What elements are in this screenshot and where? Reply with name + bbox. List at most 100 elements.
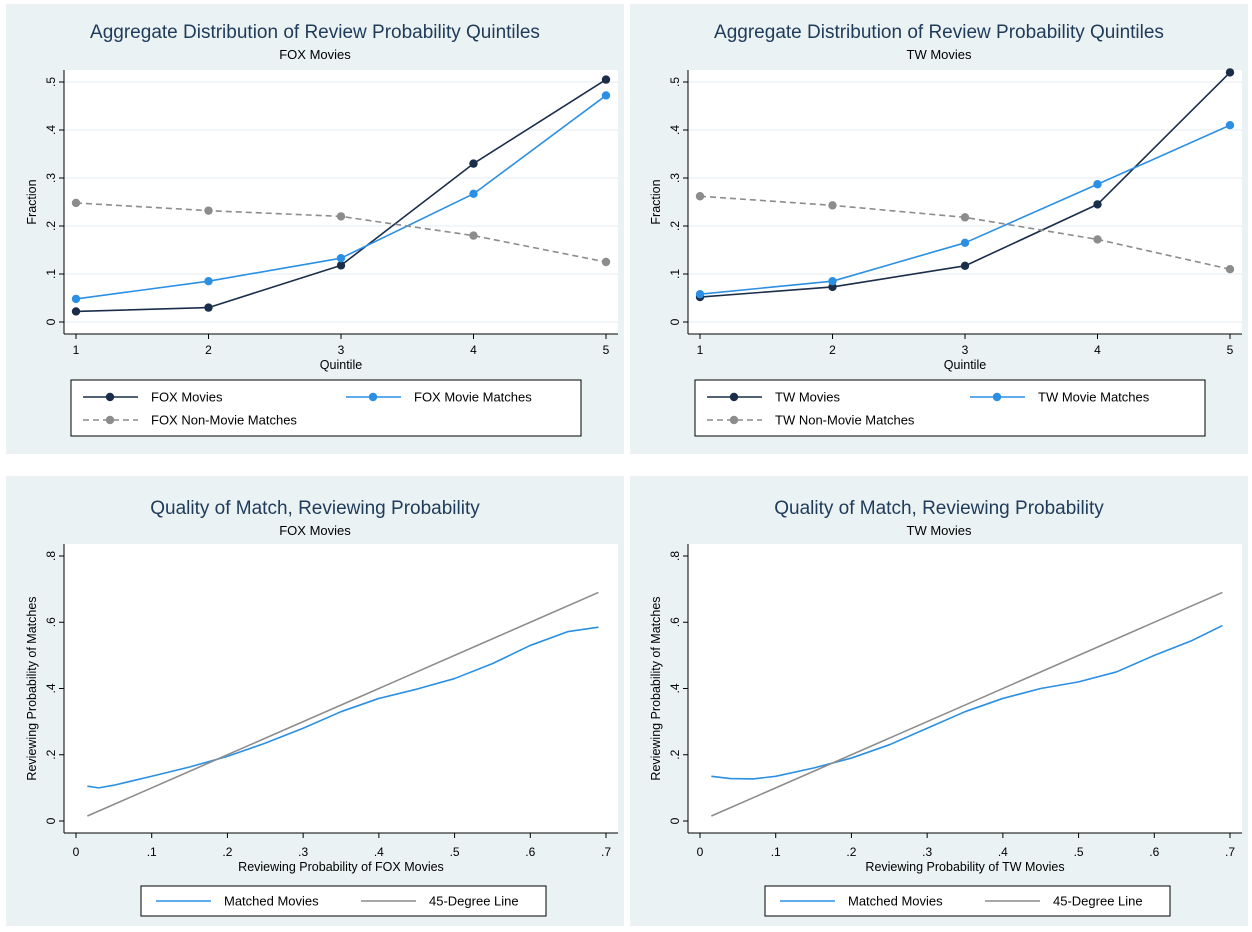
- legend: FOX Movies FOX Movie Matches FOX Non-Movie…: [70, 379, 582, 437]
- chart-panel-tw-match-quality: Quality of Match, Reviewing Probability T…: [630, 476, 1248, 926]
- data-point-fox-non-movie-matches: [601, 257, 611, 267]
- y-axis-label: Fraction: [25, 179, 39, 224]
- y-tick-label: .2: [668, 749, 682, 759]
- chart-subtitle: FOX Movies: [279, 47, 351, 62]
- legend-label-45-degree-line: 45-Degree Line: [1053, 894, 1143, 909]
- data-point-tw-non-movie-matches: [1225, 265, 1235, 274]
- chart-panel-tw-quintiles: Aggregate Distribution of Review Probabi…: [630, 4, 1248, 454]
- data-point-tw-movies: [828, 282, 837, 292]
- legend-label-matched-movies: Matched Movies: [848, 894, 943, 909]
- y-tick-label: .2: [668, 221, 682, 231]
- data-point-fox-movies: [204, 303, 213, 312]
- chart-title: Quality of Match, Reviewing Probability: [150, 498, 480, 519]
- data-point-tw-movie-matches: [828, 277, 837, 286]
- chart-fox-quintiles: Aggregate Distribution of Review Probabi…: [25, 22, 618, 437]
- x-tick-label: .7: [1225, 845, 1235, 859]
- data-point-fox-movie-matches: [336, 253, 346, 263]
- y-tick-label: .6: [44, 617, 58, 627]
- series-line-matched-movies: [711, 624, 1223, 780]
- x-tick-label: 0: [697, 845, 704, 859]
- legend-marker-tw-non-movie-matches: [729, 415, 739, 425]
- chart-tw-match-quality: Quality of Match, Reviewing Probability T…: [649, 498, 1242, 917]
- series-line-45-degree-line: [87, 591, 599, 817]
- x-tick-label: .1: [147, 845, 157, 859]
- y-tick-label: .1: [668, 269, 682, 279]
- legend-label-matched-movies: Matched Movies: [224, 894, 319, 909]
- x-tick-label: 5: [603, 343, 610, 357]
- data-point-tw-non-movie-matches: [1093, 235, 1102, 244]
- data-point-fox-movies: [71, 307, 81, 316]
- y-tick-label: .4: [44, 125, 58, 135]
- y-tick-label: .4: [44, 683, 58, 693]
- y-tick-label: .3: [44, 173, 58, 183]
- legend-label-fox-movies: FOX Movies: [151, 390, 223, 405]
- x-tick-label: .7: [601, 845, 611, 859]
- x-tick-label: 3: [338, 343, 345, 357]
- chart-panel-fox-match-quality: Quality of Match, Reviewing Probability F…: [6, 476, 624, 926]
- x-tick-label: .2: [222, 845, 232, 859]
- y-axis-label: Reviewing Probability of Matches: [649, 596, 663, 780]
- x-tick-label: 2: [205, 343, 212, 357]
- data-point-fox-movies: [469, 159, 478, 168]
- chart-subtitle: TW Movies: [907, 523, 973, 538]
- plot-area: [64, 544, 618, 833]
- data-point-tw-non-movie-matches: [960, 213, 970, 222]
- y-tick-label: .5: [668, 77, 682, 87]
- legend-marker-tw-movie-matches: [992, 392, 1002, 402]
- y-axis-label: Reviewing Probability of Matches: [25, 596, 39, 780]
- plot-area: [64, 70, 618, 334]
- data-point-fox-movies: [601, 75, 611, 84]
- x-axis-label: Reviewing Probability of TW Movies: [865, 860, 1064, 874]
- y-tick-label: .2: [44, 221, 58, 231]
- data-point-tw-non-movie-matches: [695, 192, 705, 201]
- chart-fox-match-quality: Quality of Match, Reviewing Probability F…: [25, 498, 618, 917]
- data-point-fox-movie-matches: [71, 294, 81, 304]
- data-point-fox-non-movie-matches: [469, 231, 478, 240]
- legend-label-tw-movies: TW Movies: [775, 390, 841, 405]
- chart-panel-fox-quintiles: Aggregate Distribution of Review Probabi…: [6, 4, 624, 454]
- data-point-tw-non-movie-matches: [828, 201, 837, 210]
- data-point-tw-movie-matches: [960, 238, 970, 247]
- x-tick-label: .5: [1074, 845, 1084, 859]
- legend-box: [694, 379, 1206, 437]
- data-point-fox-non-movie-matches: [336, 212, 346, 221]
- y-tick-label: 0: [668, 318, 682, 325]
- x-tick-label: 5: [1227, 343, 1234, 357]
- x-tick-label: 2: [829, 343, 836, 357]
- x-tick-label: 4: [470, 343, 477, 357]
- x-axis-label: Quintile: [944, 358, 986, 372]
- chart-title: Quality of Match, Reviewing Probability: [774, 498, 1104, 519]
- x-tick-label: .6: [525, 845, 535, 859]
- x-tick-label: .3: [922, 845, 932, 859]
- data-point-fox-movie-matches: [469, 189, 478, 199]
- legend-marker-fox-movies: [105, 392, 115, 402]
- y-tick-label: .8: [44, 551, 58, 561]
- legend-marker-tw-movies: [729, 392, 739, 402]
- y-tick-label: 0: [44, 318, 58, 325]
- y-tick-label: 0: [44, 817, 58, 824]
- x-tick-label: .6: [1149, 845, 1159, 859]
- plot-area: [688, 70, 1242, 334]
- y-tick-label: .4: [668, 125, 682, 135]
- data-point-tw-movies: [1093, 200, 1102, 209]
- x-tick-label: 3: [962, 343, 969, 357]
- data-point-tw-movies: [960, 261, 970, 271]
- chart-title: Aggregate Distribution of Review Probabi…: [714, 22, 1164, 43]
- legend-label-fox-non-movie-matches: FOX Non-Movie Matches: [151, 413, 297, 428]
- legend-label-tw-non-movie-matches: TW Non-Movie Matches: [775, 413, 915, 428]
- y-tick-label: .1: [44, 269, 58, 279]
- legend-box: [70, 379, 582, 437]
- series-line-matched-movies: [87, 626, 599, 789]
- x-tick-label: .5: [450, 845, 460, 859]
- y-tick-label: .3: [668, 173, 682, 183]
- x-tick-label: 1: [697, 343, 704, 357]
- x-tick-label: .4: [998, 845, 1008, 859]
- y-tick-label: .4: [668, 683, 682, 693]
- legend-marker-fox-movie-matches: [368, 392, 378, 402]
- y-tick-label: 0: [668, 817, 682, 824]
- data-point-fox-movies: [336, 261, 346, 270]
- legend-marker-fox-non-movie-matches: [105, 415, 115, 425]
- data-point-tw-movies: [1225, 68, 1235, 77]
- y-axis-label: Fraction: [649, 179, 663, 224]
- legend: TW Movies TW Movie Matches TW Non-Movie Ma…: [694, 379, 1206, 437]
